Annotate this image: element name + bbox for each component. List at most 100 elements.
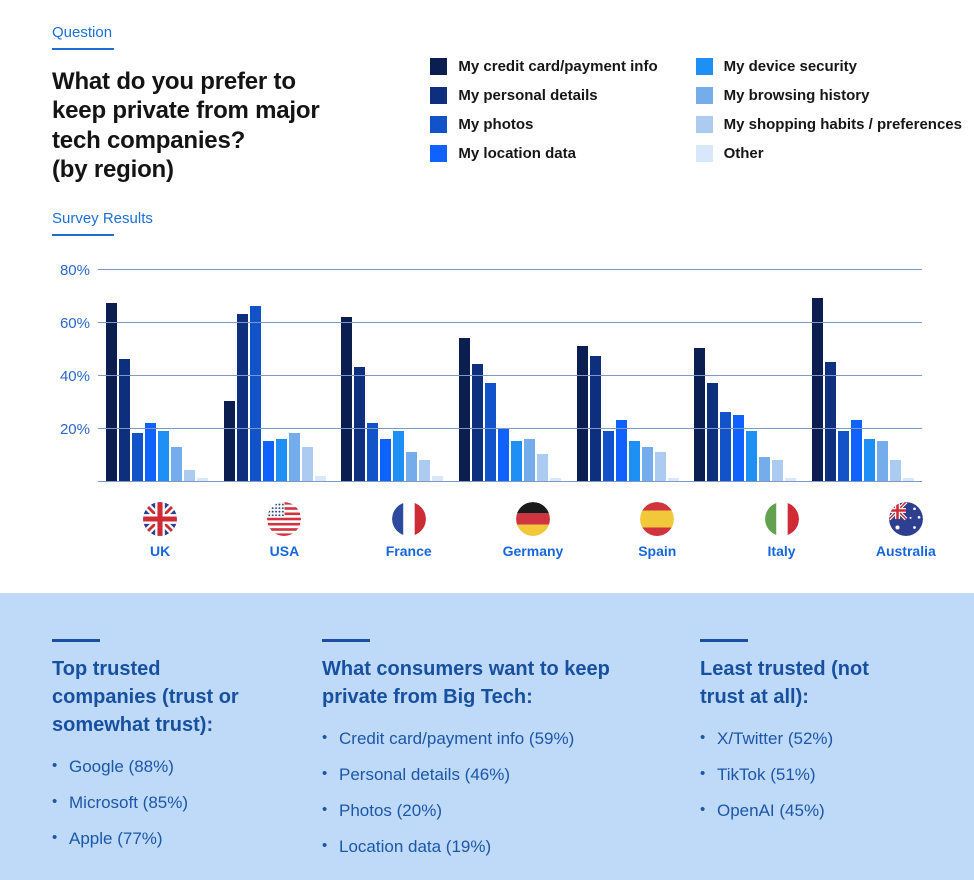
x-axis-baseline bbox=[98, 481, 922, 483]
gridline-60% bbox=[98, 322, 922, 324]
region-label: Australia bbox=[875, 543, 936, 560]
bar bbox=[419, 460, 431, 482]
chart-section: Question What do you prefer to keep priv… bbox=[52, 24, 974, 559]
bar bbox=[654, 452, 666, 482]
title-block: Question What do you prefer to keep priv… bbox=[52, 24, 382, 184]
bar bbox=[602, 431, 614, 482]
flag-france-icon bbox=[391, 502, 426, 537]
bar bbox=[628, 441, 640, 482]
bar bbox=[707, 383, 719, 482]
page-title: What do you prefer to keep private from … bbox=[52, 68, 320, 183]
panel-list-item: Photos (20%) bbox=[322, 801, 678, 821]
bar bbox=[694, 348, 706, 482]
legend-item-1: My personal details bbox=[430, 87, 657, 104]
legend-item-5: My browsing history bbox=[695, 87, 962, 104]
bar bbox=[785, 478, 797, 482]
bar bbox=[354, 367, 366, 482]
gridline-80% bbox=[98, 269, 922, 271]
panel-list: Credit card/payment info (59%) Personal d… bbox=[322, 729, 678, 857]
bar bbox=[812, 298, 824, 482]
question-underline bbox=[52, 48, 114, 50]
header: Question What do you prefer to keep priv… bbox=[52, 24, 968, 184]
bar bbox=[537, 454, 549, 482]
region-uk: UK bbox=[98, 502, 222, 559]
flag-germany-icon bbox=[515, 502, 550, 537]
legend-swatch-icon bbox=[695, 87, 713, 104]
legend-label: My photos bbox=[458, 116, 534, 133]
plot-area bbox=[98, 268, 922, 483]
bar bbox=[890, 460, 902, 482]
panel-list-item: Apple (77%) bbox=[52, 829, 300, 849]
survey-results-block: Survey Results bbox=[52, 210, 974, 237]
region-label: Italy bbox=[767, 543, 796, 560]
region-usa: USA bbox=[222, 502, 346, 559]
bar-group-germany bbox=[451, 268, 569, 482]
gridline-40% bbox=[98, 375, 922, 377]
bar bbox=[720, 412, 732, 482]
panel-dash bbox=[52, 639, 100, 642]
bar bbox=[105, 303, 117, 482]
survey-results-label: Survey Results bbox=[52, 210, 153, 228]
bar bbox=[772, 460, 784, 482]
y-axis: 20% 40% 60% 80% bbox=[52, 262, 98, 482]
bar bbox=[131, 433, 143, 482]
bar bbox=[524, 439, 536, 482]
panel-list-item: Credit card/payment info (59%) bbox=[322, 729, 678, 749]
panel-list-item: OpenAI (45%) bbox=[700, 801, 974, 821]
panel-title: Top trusted companies (trust or somewhat… bbox=[52, 658, 239, 736]
region-italy: Italy bbox=[719, 502, 843, 559]
panel-list: X/Twitter (52%) TikTok (51%) OpenAI (45%) bbox=[700, 729, 974, 821]
region-label: Spain bbox=[638, 543, 677, 560]
bar bbox=[223, 401, 235, 482]
bar bbox=[498, 428, 510, 482]
bar-group-italy bbox=[687, 268, 805, 482]
region-spain: Spain bbox=[595, 502, 719, 559]
region-germany: Germany bbox=[471, 502, 595, 559]
bar bbox=[550, 478, 562, 482]
region-australia: Australia bbox=[844, 502, 968, 559]
bar bbox=[288, 433, 300, 482]
legend-swatch-icon bbox=[430, 58, 448, 75]
legend-item-7: Other bbox=[695, 145, 962, 162]
bar bbox=[118, 359, 130, 482]
legend-swatch-icon bbox=[430, 116, 448, 133]
panel-list-item: Location data (19%) bbox=[322, 837, 678, 857]
bar bbox=[314, 476, 326, 482]
panel-list: Google (88%) Microsoft (85%) Apple (77%) bbox=[52, 757, 300, 849]
bar bbox=[615, 420, 627, 482]
bar bbox=[459, 338, 471, 482]
legend-swatch-icon bbox=[430, 145, 448, 162]
summary-panel-0: Top trusted companies (trust or somewhat… bbox=[52, 639, 300, 873]
legend-label: My browsing history bbox=[723, 87, 870, 104]
legend-item-2: My photos bbox=[430, 116, 657, 133]
bar bbox=[759, 457, 771, 482]
panel-title: What consumers want to keep private from… bbox=[322, 658, 610, 708]
legend-swatch-icon bbox=[695, 116, 713, 133]
y-tick-label: 40% bbox=[59, 368, 90, 386]
bar bbox=[667, 478, 679, 482]
panel-list-item: Google (88%) bbox=[52, 757, 300, 777]
legend-swatch-icon bbox=[430, 87, 448, 104]
bar-chart: 20% 40% 60% 80% bbox=[52, 262, 922, 483]
flag-spain-icon bbox=[640, 502, 675, 537]
bar-group-australia bbox=[804, 268, 922, 482]
flag-italy-icon bbox=[764, 502, 799, 537]
bar-group-uk bbox=[98, 268, 216, 482]
bar bbox=[367, 423, 379, 482]
legend-label: My location data bbox=[458, 145, 576, 162]
flag-uk-icon bbox=[143, 502, 178, 537]
bar bbox=[877, 441, 889, 482]
panel-list-item: TikTok (51%) bbox=[700, 765, 974, 785]
bar bbox=[380, 439, 392, 482]
region-label: UK bbox=[150, 543, 171, 560]
bar bbox=[851, 420, 863, 482]
y-tick-label: 20% bbox=[59, 421, 90, 439]
summary-panel-2: Least trusted (not trust at all): X/Twitt… bbox=[700, 639, 974, 873]
summary-panel-1: What consumers want to keep private from… bbox=[322, 639, 678, 873]
panel-dash bbox=[700, 639, 748, 642]
summary-section: Top trusted companies (trust or somewhat… bbox=[0, 593, 974, 880]
region-france: France bbox=[347, 502, 471, 559]
region-label: France bbox=[385, 543, 432, 560]
bar bbox=[262, 441, 274, 482]
